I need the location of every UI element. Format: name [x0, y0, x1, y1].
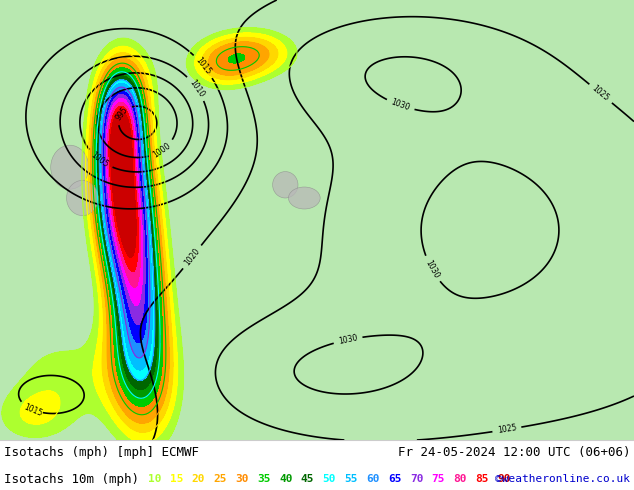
Text: 40: 40 — [279, 474, 292, 484]
Text: 30: 30 — [235, 474, 249, 484]
Text: 90: 90 — [497, 474, 510, 484]
Text: 45: 45 — [301, 474, 314, 484]
Text: 20: 20 — [191, 474, 205, 484]
Text: 1025: 1025 — [496, 423, 517, 436]
Text: 1025: 1025 — [590, 84, 611, 103]
Text: 1030: 1030 — [337, 333, 358, 346]
Text: 1015: 1015 — [23, 402, 44, 418]
Ellipse shape — [288, 187, 320, 209]
Text: 85: 85 — [476, 474, 489, 484]
Ellipse shape — [51, 145, 89, 189]
Text: Isotachs 10m (mph): Isotachs 10m (mph) — [4, 472, 139, 486]
Text: 65: 65 — [388, 474, 401, 484]
Text: 15: 15 — [170, 474, 183, 484]
Text: 1010: 1010 — [188, 78, 206, 98]
Text: 80: 80 — [453, 474, 467, 484]
Text: 1000: 1000 — [152, 141, 172, 159]
Text: 60: 60 — [366, 474, 380, 484]
Text: 35: 35 — [257, 474, 271, 484]
Text: 1015: 1015 — [194, 56, 213, 76]
Ellipse shape — [273, 172, 298, 198]
Text: 50: 50 — [323, 474, 336, 484]
Text: 55: 55 — [344, 474, 358, 484]
Text: Fr 24-05-2024 12:00 UTC (06+06): Fr 24-05-2024 12:00 UTC (06+06) — [398, 446, 630, 459]
Ellipse shape — [67, 180, 98, 216]
Text: 70: 70 — [410, 474, 424, 484]
Text: 995: 995 — [114, 105, 130, 122]
Text: 25: 25 — [214, 474, 227, 484]
Text: 1020: 1020 — [183, 246, 202, 267]
Text: 1005: 1005 — [89, 150, 110, 170]
Text: Isotachs (mph) [mph] ECMWF: Isotachs (mph) [mph] ECMWF — [4, 446, 199, 459]
Text: ©weatheronline.co.uk: ©weatheronline.co.uk — [495, 474, 630, 484]
Text: 1030: 1030 — [424, 258, 441, 280]
Text: 10: 10 — [148, 474, 162, 484]
Text: 1030: 1030 — [390, 98, 411, 113]
Text: 75: 75 — [432, 474, 445, 484]
